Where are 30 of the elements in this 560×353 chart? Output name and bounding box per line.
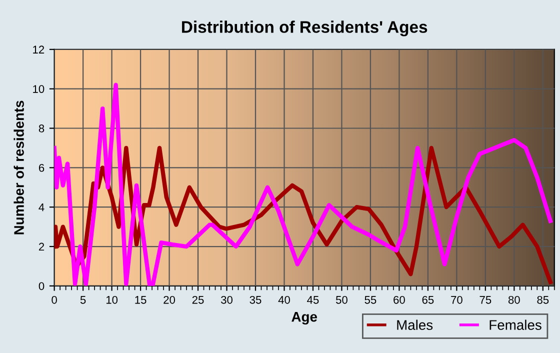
y-tick-label: 8	[38, 124, 44, 132]
y-tick-label: 10	[33, 85, 44, 93]
chart-title: Distribution of Residents' Ages	[182, 20, 428, 36]
x-tick-label: 10	[106, 296, 118, 304]
x-tick-label: 55	[364, 296, 376, 304]
x-tick-label: 35	[250, 296, 262, 304]
x-tick-label: 75	[480, 296, 492, 304]
x-tick-label: 65	[422, 296, 434, 304]
y-tick-label: 6	[38, 164, 44, 172]
y-axis-title: Number of residents	[14, 100, 24, 234]
x-tick-label: 80	[508, 296, 520, 304]
x-tick-label: 0	[52, 296, 57, 304]
y-tick-label: 2	[38, 242, 44, 251]
legend-label: Females	[490, 320, 542, 330]
x-tick-label: 25	[192, 296, 204, 304]
y-tick-label: 4	[38, 203, 44, 212]
y-tick-label: 12	[33, 46, 44, 54]
x-tick-label: 20	[164, 296, 176, 304]
x-tick-label: 45	[307, 296, 319, 304]
legend-label: Males	[397, 320, 433, 330]
x-tick-label: 30	[221, 296, 233, 304]
x-tick-label: 85	[537, 296, 549, 304]
x-tick-label: 60	[394, 296, 405, 304]
x-tick-label: 50	[336, 296, 348, 304]
y-tick-label: 0	[38, 282, 44, 290]
x-tick-label: 40	[278, 296, 290, 304]
x-tick-label: 15	[135, 296, 146, 304]
x-tick-label: 5	[80, 296, 86, 304]
x-axis-title: Age	[292, 312, 318, 325]
x-tick-label: 70	[451, 296, 462, 304]
